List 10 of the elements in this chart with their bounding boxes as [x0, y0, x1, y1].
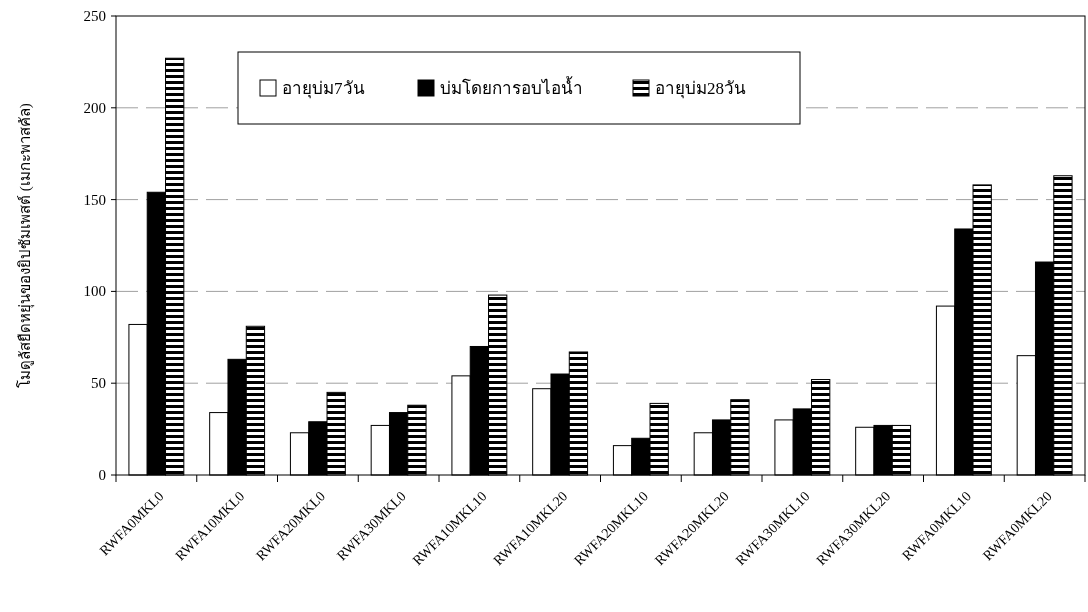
legend-label: อายุบ่ม28วัน — [655, 79, 746, 99]
y-tick-label: 50 — [91, 375, 106, 392]
legend-label: อายุบ่ม7วัน — [282, 79, 365, 99]
y-tick-label: 0 — [98, 467, 106, 483]
legend-label: บ่มโดยการอบไอน้ำ — [440, 76, 583, 98]
y-tick-label: 250 — [83, 8, 106, 24]
y-tick-label: 150 — [83, 191, 106, 208]
y-tick-label: 100 — [83, 283, 106, 300]
y-tick-label: 200 — [83, 99, 106, 116]
y-axis-title: โมดูลัสยืดหยุ่นของยิปซัมเพสต์ (เมกะพาสคัล) — [16, 103, 35, 388]
